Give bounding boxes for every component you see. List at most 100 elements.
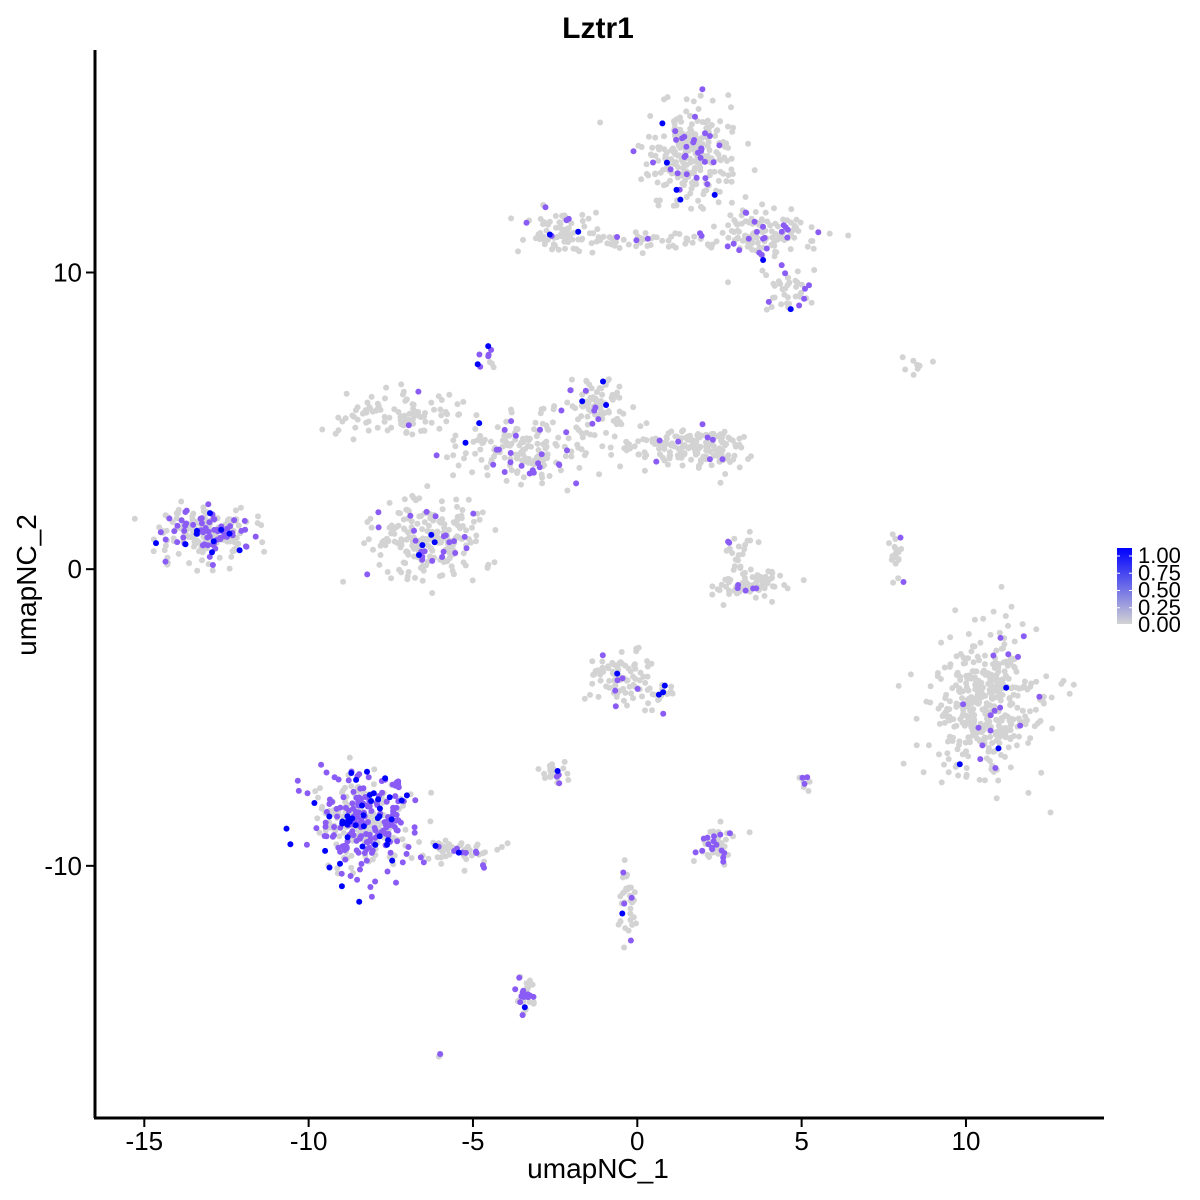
cell-point — [965, 631, 972, 637]
cell-point — [892, 536, 899, 542]
cell-point — [698, 135, 705, 141]
cell-point-expressed — [507, 459, 514, 466]
cell-point — [484, 564, 491, 571]
cell-point — [633, 920, 639, 927]
cell-point — [379, 539, 386, 546]
cell-point — [708, 462, 715, 469]
cell-point — [477, 446, 484, 453]
cell-point-high — [995, 745, 1002, 752]
cell-point — [599, 391, 606, 398]
cell-point — [773, 249, 780, 256]
cell-point-expressed — [621, 900, 628, 907]
cell-point — [473, 532, 480, 539]
cell-point — [976, 657, 982, 664]
cell-point — [586, 230, 593, 237]
cell-point-expressed — [294, 777, 301, 784]
cell-point — [690, 858, 697, 864]
cell-point — [691, 233, 698, 240]
cell-point — [652, 134, 659, 141]
cell-point — [561, 758, 568, 765]
cell-point — [528, 443, 534, 450]
cell-point-expressed — [355, 849, 362, 856]
cell-point — [702, 119, 709, 126]
cell-point — [513, 451, 519, 458]
cell-point — [993, 647, 1000, 654]
cell-point-expressed — [495, 446, 502, 453]
cell-point — [530, 999, 537, 1006]
cell-point — [660, 167, 666, 173]
cell-point — [937, 676, 944, 682]
cell-point — [442, 408, 449, 415]
cell-point — [539, 480, 546, 487]
cell-point — [998, 645, 1005, 652]
cell-point — [761, 592, 768, 599]
cell-point-expressed — [1015, 653, 1021, 660]
cell-point — [643, 452, 650, 459]
cell-point — [808, 238, 815, 244]
cell-point — [725, 434, 732, 441]
cell-point-expressed — [633, 237, 640, 244]
cell-point — [587, 691, 593, 698]
cell-point-expressed — [476, 351, 483, 358]
cell-point — [503, 477, 510, 484]
cell-point-expressed — [542, 204, 549, 211]
cell-point-expressed — [462, 849, 469, 856]
cell-point-expressed — [358, 817, 365, 823]
cell-point-expressed — [997, 634, 1004, 641]
cell-point — [667, 688, 674, 695]
cell-point — [575, 444, 582, 451]
cell-point — [461, 867, 468, 874]
cell-point — [673, 116, 680, 123]
cell-point-expressed — [174, 522, 181, 529]
chart-title: Lztr1 — [562, 12, 634, 45]
cell-point — [504, 840, 511, 847]
cell-point — [735, 557, 741, 564]
cell-point-high — [368, 798, 375, 804]
cell-point — [470, 518, 477, 525]
cell-point — [528, 460, 535, 467]
cell-point — [742, 218, 749, 225]
cell-point — [436, 425, 443, 432]
cell-point — [586, 381, 593, 388]
cell-point-expressed — [716, 142, 723, 149]
cell-point — [638, 176, 645, 183]
cell-point — [553, 224, 559, 231]
cell-point — [972, 681, 979, 688]
legend-label: 0.00 — [1138, 612, 1181, 637]
cell-point — [578, 402, 585, 409]
cell-point — [736, 464, 743, 471]
cell-point-high — [382, 775, 389, 782]
cell-point — [1006, 695, 1013, 701]
cell-point-high — [376, 805, 383, 812]
cell-point — [609, 396, 616, 403]
cell-point — [588, 240, 595, 247]
cell-point — [560, 765, 567, 772]
cell-point — [665, 237, 672, 244]
cell-point — [741, 433, 747, 440]
cell-point — [954, 671, 961, 677]
cell-point — [535, 447, 542, 453]
cell-point — [720, 431, 727, 437]
cell-point — [707, 168, 714, 175]
cell-point — [468, 852, 475, 859]
cell-point — [199, 549, 206, 556]
cell-point — [391, 530, 398, 537]
cell-point — [649, 707, 655, 714]
x-axis-label: umapNC_1 — [527, 1153, 669, 1184]
cell-point — [600, 668, 607, 675]
cell-point — [374, 400, 381, 407]
cell-point — [1007, 701, 1014, 708]
cell-point — [479, 509, 486, 516]
cell-point-high — [287, 841, 294, 848]
cell-point — [728, 155, 735, 162]
cell-point-high — [419, 542, 426, 549]
cell-point — [645, 700, 652, 707]
cell-point — [624, 702, 630, 709]
cell-point — [597, 677, 604, 684]
cell-point — [469, 469, 476, 476]
cell-point — [899, 354, 906, 361]
cell-point — [336, 833, 343, 840]
cell-point — [463, 527, 470, 534]
cell-point — [173, 515, 180, 522]
cell-point — [995, 722, 1002, 729]
